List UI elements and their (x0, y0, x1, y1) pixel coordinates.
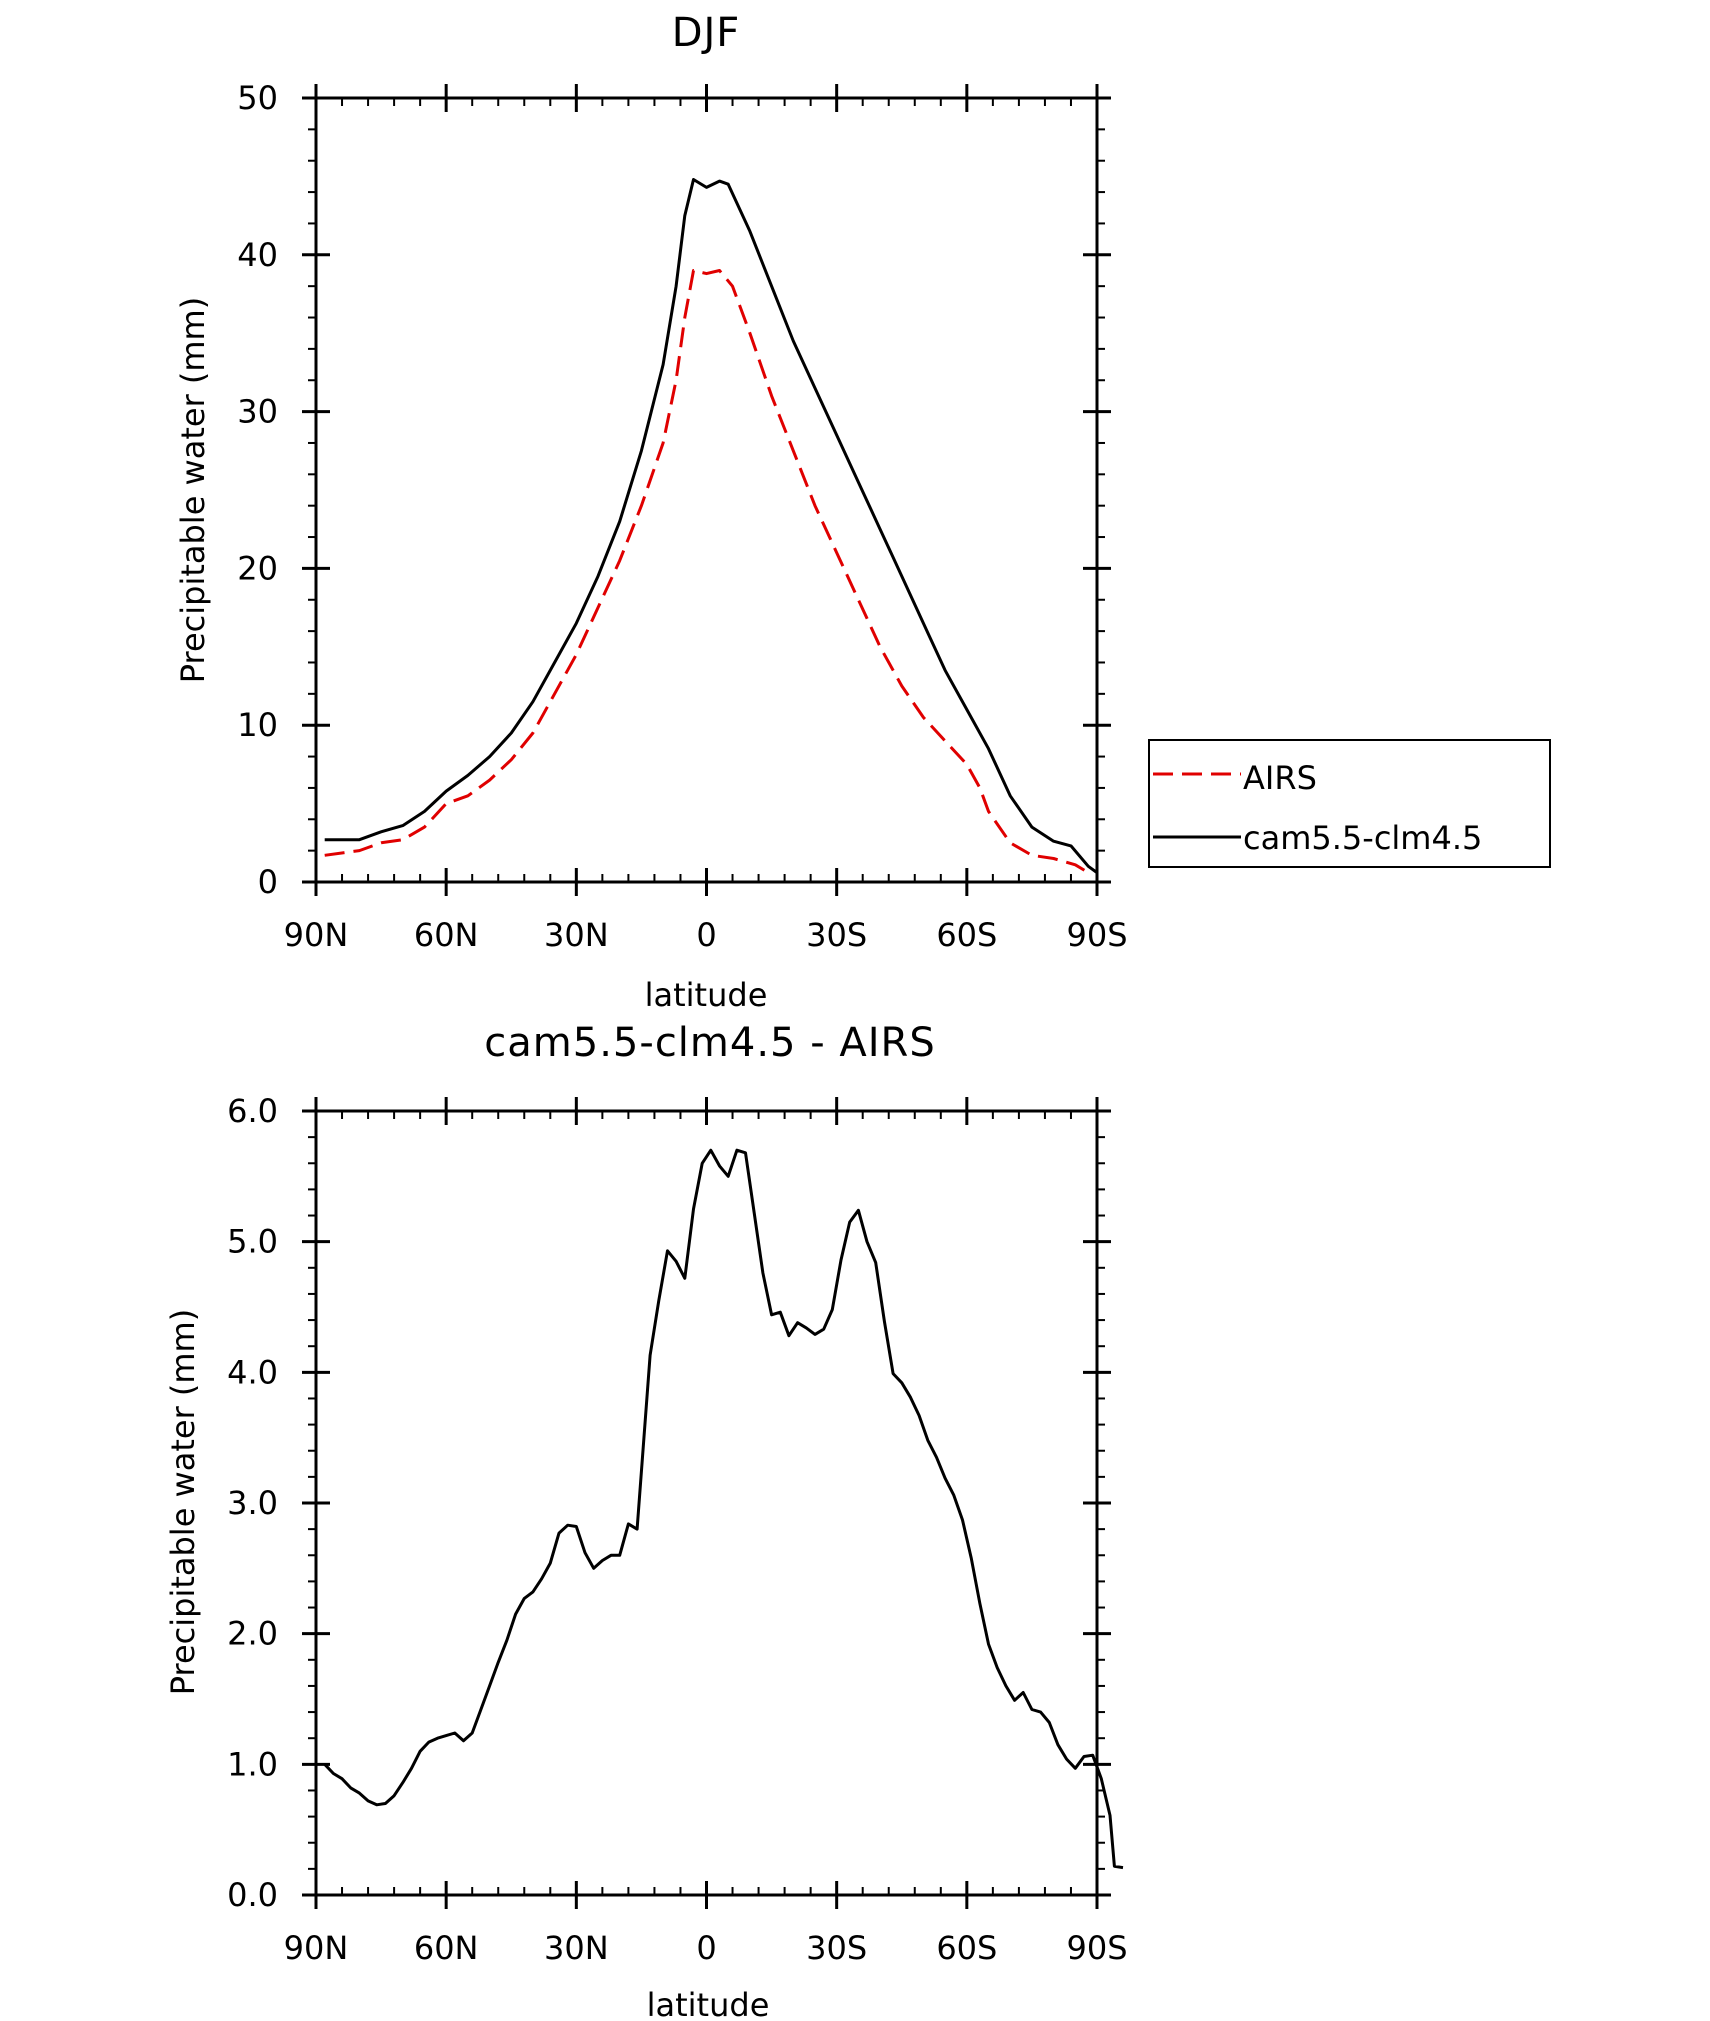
y-axis-label: Precipitable water (mm) (174, 297, 212, 683)
series-line-0 (323, 1148, 1124, 1870)
y-tick-labels: 0.0 1.0 2.0 3.0 4.0 5.0 6.0 (227, 1092, 278, 1914)
x-tick-labels: 90N 60N 30N 0 30S 60S 90S (284, 916, 1128, 954)
legend: AIRS cam5.5-clm4.5 (1148, 739, 1551, 868)
x-tick-label: 0 (696, 1929, 716, 1967)
series-group (323, 1148, 1124, 1870)
x-axis-label: latitude (645, 976, 768, 1014)
x-tick-label: 60N (414, 916, 479, 954)
x-tick-label: 30S (806, 916, 867, 954)
plot-frame (314, 96, 1099, 884)
y-tick-label: 5.0 (227, 1223, 278, 1261)
legend-box (1148, 739, 1551, 868)
legend-model-label: cam5.5-clm4.5 (1243, 819, 1482, 857)
chart-title: cam5.5-clm4.5 - AIRS (484, 1020, 935, 1066)
y-tick-label: 40 (237, 236, 278, 274)
y-axis-label: Precipitable water (mm) (164, 1309, 202, 1695)
panel-difference: cam5.5-clm4.5 - AIRS 90N 60N 30N 0 30S 60S 90S… (164, 1020, 1128, 2021)
series-group (324, 178, 1098, 874)
series-line-airs (324, 269, 1090, 874)
y-tick-label: 30 (237, 393, 278, 431)
y-tick-label: 4.0 (227, 1353, 278, 1391)
y-tick-label: 2.0 (227, 1615, 278, 1653)
y-tick-label: 50 (237, 79, 278, 117)
y-tick-label: 3.0 (227, 1484, 278, 1522)
axis-ticks (302, 1097, 1111, 1909)
y-tick-label: 0.0 (227, 1876, 278, 1914)
x-axis-label: latitude (647, 1986, 770, 2021)
x-tick-label: 90S (1066, 1929, 1127, 1967)
x-tick-label: 30N (544, 1929, 609, 1967)
panel-djf: DJF 90N 60N 30N 0 30S 60S 90S 0 10 20 30 40 50 lati… (174, 10, 1551, 1014)
y-tick-label: 1.0 (227, 1745, 278, 1783)
x-tick-label: 90N (284, 1929, 349, 1967)
x-tick-label: 30S (806, 1929, 867, 1967)
chart-title: DJF (672, 10, 741, 56)
y-tick-label: 0 (258, 863, 278, 901)
x-tick-label: 0 (696, 916, 716, 954)
y-tick-labels: 0 10 20 30 40 50 (237, 79, 278, 901)
x-tick-labels: 90N 60N 30N 0 30S 60S 90S (284, 1929, 1128, 1967)
x-tick-label: 60S (936, 916, 997, 954)
x-tick-label: 60N (414, 1929, 479, 1967)
x-tick-label: 90S (1066, 916, 1127, 954)
y-tick-label: 10 (237, 706, 278, 744)
series-line-cam5-5-clm4-5 (324, 178, 1098, 874)
x-tick-label: 60S (936, 1929, 997, 1967)
legend-airs-label: AIRS (1243, 759, 1317, 797)
y-tick-label: 20 (237, 549, 278, 587)
plot-frame (314, 1109, 1099, 1897)
y-tick-label: 6.0 (227, 1092, 278, 1130)
x-tick-label: 90N (284, 916, 349, 954)
x-tick-label: 30N (544, 916, 609, 954)
axis-ticks (302, 84, 1111, 896)
